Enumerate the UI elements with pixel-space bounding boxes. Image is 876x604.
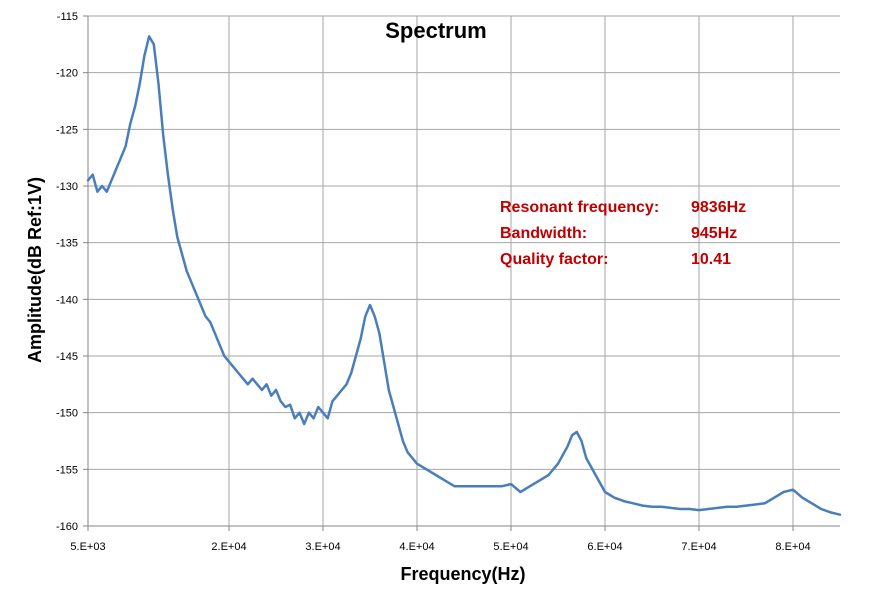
series [86,35,842,516]
x-tick-label: 2.E+04 [211,541,246,553]
x-tick-label: 7.E+04 [681,541,716,553]
y-tick-label: -135 [56,238,78,250]
series-line [86,35,842,516]
y-tick-label: -140 [56,294,78,306]
annotation-label-bandwidth: Bandwidth: [500,225,587,242]
x-axis-label: Frequency(Hz) [400,564,525,584]
y-tick-label: -125 [56,124,78,136]
annotation-value-resonant-frequency: 9836Hz [691,199,746,216]
chart-title: Spectrum [385,18,486,43]
axes [83,15,840,531]
x-tick-label: 8.E+04 [775,541,810,553]
grid [88,15,840,527]
x-tick-labels: 5.E+03 2.E+04 3.E+04 4.E+04 5.E+04 6.E+04 7.E+… [70,541,810,553]
y-tick-label: -145 [56,351,78,363]
x-tick-label: 5.E+03 [70,541,105,553]
y-tick-label: -150 [56,408,78,420]
y-tick-label: -120 [56,68,78,80]
x-tick-label: 4.E+04 [399,541,434,553]
annotations: Resonant frequency: 9836Hz Bandwidth: 94… [500,199,746,268]
x-tick-label: 3.E+04 [305,541,340,553]
annotation-value-bandwidth: 945Hz [691,225,737,242]
annotation-value-quality-factor: 10.41 [691,251,731,268]
y-tick-label: -155 [56,464,78,476]
y-tick-label: -115 [57,11,78,23]
y-tick-label: -160 [56,521,78,533]
annotation-label-resonant-frequency: Resonant frequency: [500,199,659,216]
x-tick-label: 5.E+04 [493,541,528,553]
y-tick-labels: -115 -120 -125 -130 -135 -140 -145 -150 -155 -160 [56,11,78,533]
y-axis-label: Amplitude(dB Ref:1V) [25,177,45,363]
x-tick-label: 6.E+04 [587,541,622,553]
annotation-label-quality-factor: Quality factor: [500,251,608,268]
y-tick-label: -130 [56,181,78,193]
